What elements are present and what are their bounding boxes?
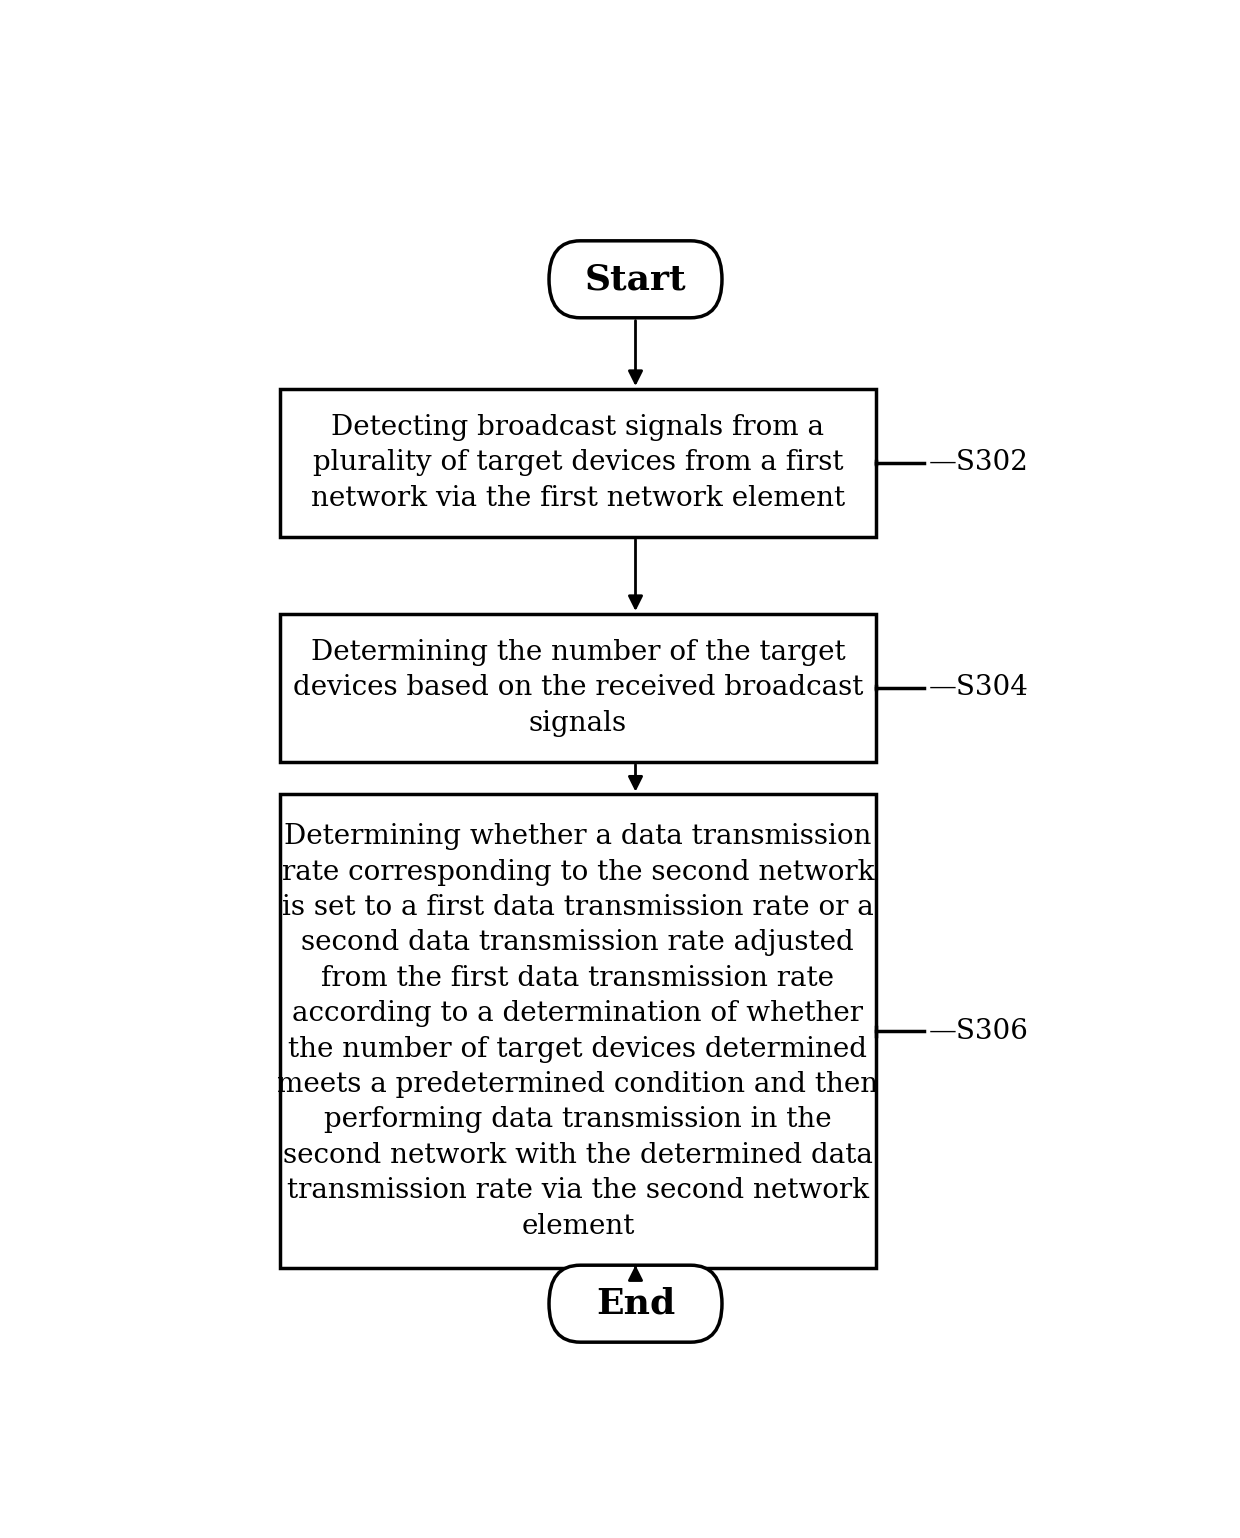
Text: Detecting broadcast signals from a
plurality of target devices from a first
netw: Detecting broadcast signals from a plura… <box>311 414 844 512</box>
Text: End: End <box>596 1287 675 1321</box>
Text: Start: Start <box>585 263 686 297</box>
FancyBboxPatch shape <box>549 241 722 318</box>
Text: —S306: —S306 <box>929 1018 1028 1044</box>
Bar <box>280 614 875 761</box>
Text: Determining whether a data transmission
rate corresponding to the second network: Determining whether a data transmission … <box>278 823 878 1240</box>
FancyBboxPatch shape <box>549 1266 722 1343</box>
Text: —S302: —S302 <box>929 449 1028 477</box>
Bar <box>280 389 875 537</box>
Bar <box>280 795 875 1269</box>
Text: Determining the number of the target
devices based on the received broadcast
sig: Determining the number of the target dev… <box>293 638 863 737</box>
Text: —S304: —S304 <box>929 674 1028 701</box>
